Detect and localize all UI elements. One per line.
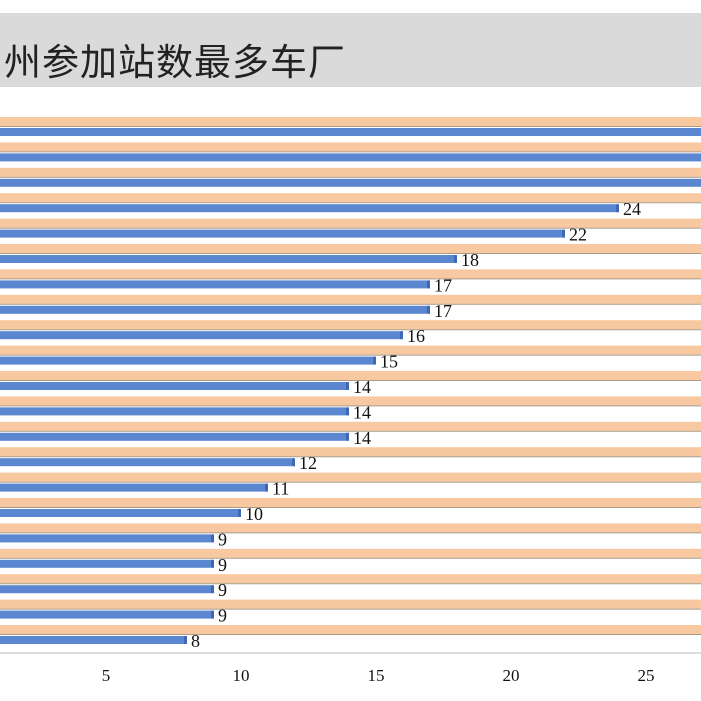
row-stripe [0, 498, 701, 507]
bar [0, 407, 349, 416]
bar [0, 178, 701, 187]
data-label: 18 [461, 250, 479, 270]
data-label: 9 [218, 606, 227, 626]
bar [0, 534, 214, 543]
bar [0, 280, 430, 289]
bar-end-cap [346, 407, 349, 416]
bar [0, 483, 268, 492]
row-stripe [0, 599, 701, 609]
data-label: 14 [353, 402, 371, 422]
data-label: 16 [407, 326, 425, 346]
bar [0, 128, 701, 136]
row-stripe [0, 294, 701, 304]
row-stripe [0, 244, 701, 253]
row-stripe [0, 371, 701, 380]
row-stripe [0, 625, 701, 634]
data-label: 10 [245, 504, 263, 524]
x-tick-label: 25 [638, 666, 655, 685]
bar [0, 305, 430, 314]
bar-end-cap [211, 610, 214, 619]
row-stripe [0, 320, 701, 330]
bar-end-cap [427, 305, 430, 314]
bar [0, 585, 214, 594]
data-label: 17 [434, 275, 452, 295]
bar-end-cap [238, 509, 241, 517]
data-label: 9 [218, 529, 227, 549]
bar-end-cap [616, 204, 619, 213]
bar [0, 153, 701, 162]
bar [0, 610, 214, 619]
x-tick-label: 20 [503, 666, 520, 685]
data-label: 9 [218, 580, 227, 600]
data-label: 15 [380, 352, 398, 372]
bar [0, 356, 376, 365]
bar [0, 382, 349, 390]
row-stripe [0, 167, 701, 177]
data-label: 11 [272, 479, 289, 499]
bar-end-cap [211, 559, 214, 568]
row-stripe [0, 447, 701, 457]
bar-end-cap [265, 483, 268, 492]
bar [0, 559, 214, 568]
title-bar: 州参加站数最多车厂 [0, 13, 701, 87]
bar-end-cap [454, 255, 457, 263]
data-label: 9 [218, 555, 227, 575]
bar [0, 229, 565, 238]
row-stripe [0, 193, 701, 203]
bar-end-cap [373, 356, 376, 365]
row-stripe [0, 396, 701, 406]
row-stripe [0, 142, 701, 152]
row-stripe [0, 345, 701, 355]
data-label: 8 [191, 631, 200, 651]
bar [0, 458, 295, 467]
bar [0, 432, 349, 441]
bar-end-cap [184, 636, 187, 644]
row-stripe [0, 523, 701, 533]
row-stripe [0, 472, 701, 482]
x-tick-label: 15 [368, 666, 385, 685]
row-stripe [0, 421, 701, 431]
x-tick-label: 10 [233, 666, 250, 685]
bar [0, 255, 457, 263]
bar-end-cap [427, 280, 430, 289]
bar [0, 636, 187, 644]
bar-end-cap [346, 382, 349, 390]
chart-title: 州参加站数最多车厂 [4, 41, 346, 84]
data-label: 14 [353, 428, 371, 448]
bar-end-cap [211, 534, 214, 543]
row-stripe [0, 574, 701, 584]
data-label: 14 [353, 377, 371, 397]
bar [0, 331, 403, 340]
row-stripe [0, 548, 701, 558]
bar-end-cap [400, 331, 403, 340]
bar-end-cap [346, 432, 349, 441]
bar-end-cap [562, 229, 565, 238]
bar-end-cap [292, 458, 295, 467]
row-stripe [0, 218, 701, 228]
row-stripe [0, 117, 701, 126]
data-label: 22 [569, 225, 587, 245]
x-tick-label: 5 [102, 666, 111, 685]
data-label: 17 [434, 301, 452, 321]
bar-end-cap [211, 585, 214, 594]
data-label: 12 [299, 453, 317, 473]
data-label: 24 [623, 199, 641, 219]
bar [0, 204, 619, 213]
bar [0, 509, 241, 517]
row-stripe [0, 269, 701, 279]
